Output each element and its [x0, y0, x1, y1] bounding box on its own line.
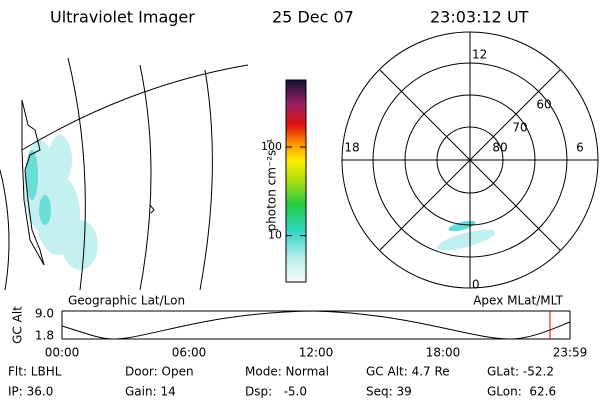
instrument: Ultraviolet Imager: [50, 8, 195, 27]
footer-field: Mode: Normal: [245, 365, 329, 379]
polar-plot: [341, 31, 599, 289]
footer-field: GC Alt: 4.7 Re: [366, 365, 450, 379]
map: [0, 57, 249, 291]
footer-field: GLat: -52.2: [487, 365, 554, 379]
y-axis-label: GC Alt: [11, 306, 25, 344]
mlt-label: 0: [472, 278, 480, 292]
x-tick-label: 23:59: [553, 346, 588, 360]
colorbar: [285, 79, 307, 283]
mlt-label: 12: [472, 48, 487, 62]
altitude-curve: [61, 310, 571, 340]
colorbar-label: photon cm⁻²s⁻¹: [265, 138, 279, 231]
footer-field: Door: Open: [125, 365, 194, 379]
footer-field: Flt: LBHL: [8, 365, 62, 379]
time: 23:03:12 UT: [430, 8, 529, 27]
colorbar-tick-label: 10: [268, 229, 282, 242]
left-label: Geographic Lat/Lon: [68, 294, 185, 308]
lat-label: 60: [536, 98, 551, 112]
y-tick-label: 1.8: [35, 329, 54, 343]
footer-field: Seq: 39: [366, 385, 412, 399]
x-tick-label: 00:00: [45, 346, 80, 360]
colorbar-tick-label: 100: [261, 140, 282, 153]
mlt-label: 6: [576, 141, 584, 155]
y-tick-label: 9.0: [35, 307, 54, 321]
lat-label: 80: [492, 141, 507, 155]
footer-field: GLon: 62.6: [487, 385, 556, 399]
right-label: Apex MLat/MLT: [473, 294, 563, 308]
x-tick-label: 12:00: [299, 346, 334, 360]
footer-field: Dsp: -5.0: [245, 385, 307, 399]
date: 25 Dec 07: [272, 8, 354, 27]
x-tick-label: 06:00: [172, 346, 207, 360]
lat-label: 70: [512, 121, 527, 135]
altitude-frame: [61, 310, 571, 340]
footer-field: Gain: 14: [125, 385, 176, 399]
footer-field: IP: 36.0: [8, 385, 53, 399]
x-tick-label: 18:00: [426, 346, 461, 360]
mlt-label: 18: [344, 141, 359, 155]
